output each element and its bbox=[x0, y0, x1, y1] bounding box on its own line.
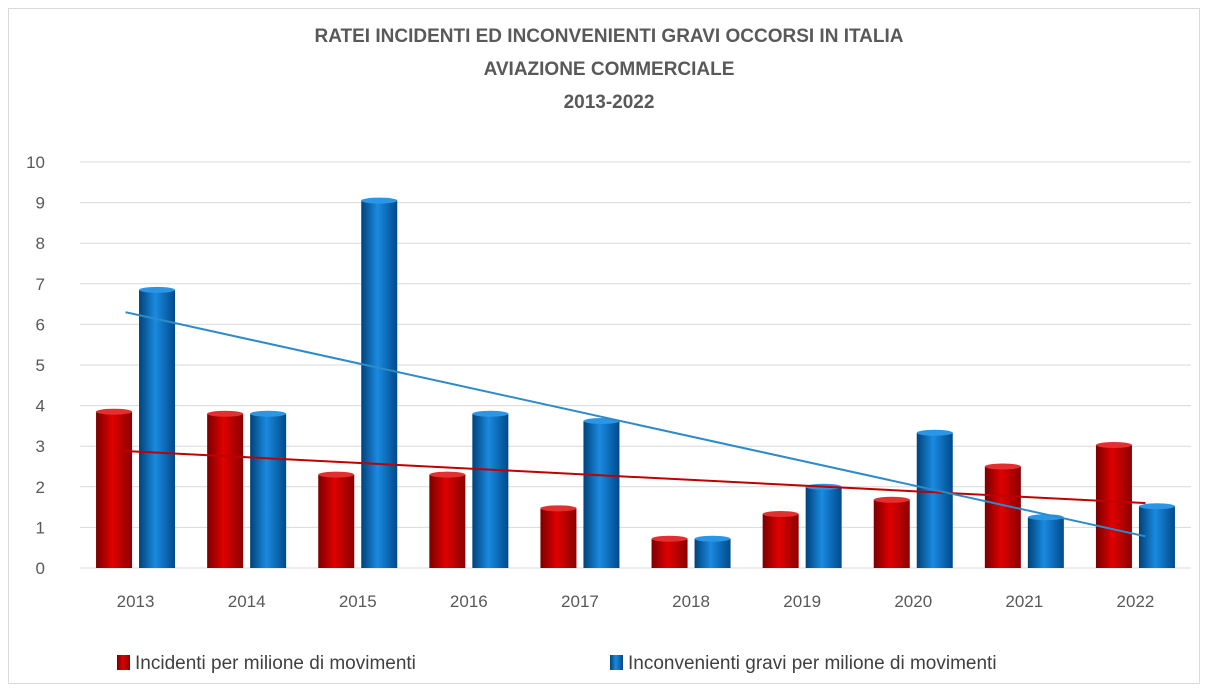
bar-inconvenienti-2020[interactable] bbox=[916, 429, 953, 568]
legend-swatch-inconvenienti bbox=[610, 655, 623, 670]
bar-body bbox=[429, 474, 466, 568]
x-tick-label-2015: 2015 bbox=[339, 592, 377, 611]
x-tick-label-2017: 2017 bbox=[561, 592, 599, 611]
bar-incidenti-2021[interactable] bbox=[984, 463, 1021, 569]
bar-body bbox=[472, 413, 509, 568]
chart-title-line-3: 2013-2022 bbox=[564, 92, 655, 113]
bar-inconvenienti-2019[interactable] bbox=[805, 483, 842, 568]
bar-incidenti-2014[interactable] bbox=[207, 410, 244, 568]
y-tick-label: 9 bbox=[36, 194, 45, 213]
chart-svg: RATEI INCIDENTI ED INCONVENIENTI GRAVI O… bbox=[26, 26, 1191, 674]
bar-body bbox=[540, 508, 577, 568]
bar-incidenti-2015[interactable] bbox=[318, 471, 355, 568]
bar-incidenti-2018[interactable] bbox=[651, 535, 688, 568]
bar-cap bbox=[762, 511, 799, 518]
bar-inconvenienti-2013[interactable] bbox=[139, 286, 176, 568]
y-tick-label: 5 bbox=[36, 356, 45, 375]
bar-body bbox=[1138, 506, 1175, 568]
x-tick-label-2013: 2013 bbox=[117, 592, 155, 611]
chart-title-line-1: RATEI INCIDENTI ED INCONVENIENTI GRAVI O… bbox=[314, 26, 903, 47]
bar-incidenti-2013[interactable] bbox=[96, 408, 133, 568]
bar-cap bbox=[651, 535, 688, 542]
y-tick-label: 6 bbox=[36, 315, 45, 334]
trendline-incidenti bbox=[125, 450, 1146, 505]
bar-cap bbox=[1095, 441, 1132, 448]
x-tick-label-2018: 2018 bbox=[672, 592, 710, 611]
trendline-inconvenienti bbox=[125, 311, 1146, 538]
x-tick-label-2014: 2014 bbox=[228, 592, 266, 611]
bar-body bbox=[984, 466, 1021, 568]
bar-cap bbox=[318, 471, 355, 478]
chart-title: RATEI INCIDENTI ED INCONVENIENTI GRAVI O… bbox=[314, 26, 903, 113]
bar-cap bbox=[429, 471, 466, 478]
bar-incidenti-2019[interactable] bbox=[762, 511, 799, 568]
legend-label-incidenti: Incidenti per milione di movimenti bbox=[135, 653, 416, 674]
bar-body bbox=[207, 413, 244, 568]
y-tick-label: 1 bbox=[36, 518, 45, 537]
y-axis-ticks: 0 1 2 3 4 5 6 7 8 9 10 bbox=[26, 153, 45, 578]
bar-inconvenienti-2017[interactable] bbox=[583, 418, 620, 568]
bar-cap bbox=[916, 429, 953, 436]
bar-inconvenienti-2016[interactable] bbox=[472, 410, 509, 568]
bar-body bbox=[916, 432, 953, 568]
bar-cap bbox=[984, 463, 1021, 470]
bar-cap bbox=[540, 505, 577, 512]
bar-body bbox=[1027, 517, 1064, 568]
bar-inconvenienti-2021[interactable] bbox=[1027, 514, 1064, 568]
legend-item-incidenti[interactable]: Incidenti per milione di movimenti bbox=[117, 653, 416, 674]
bar-body bbox=[583, 421, 620, 568]
y-tick-label: 4 bbox=[36, 397, 45, 416]
x-tick-label-2020: 2020 bbox=[894, 592, 932, 611]
x-axis-ticks: 2013 2014 2015 2016 2017 2018 2019 2020 2021 2022 bbox=[117, 592, 1155, 611]
bar-cap bbox=[207, 410, 244, 417]
y-tick-label: 7 bbox=[36, 275, 45, 294]
bar-body bbox=[694, 538, 731, 568]
bars bbox=[96, 197, 1175, 569]
y-tick-label: 0 bbox=[36, 559, 45, 578]
grid-lines bbox=[80, 161, 1191, 569]
bar-body bbox=[762, 514, 799, 568]
bar-cap bbox=[250, 410, 287, 417]
bar-body bbox=[873, 499, 910, 568]
bar-cap bbox=[361, 197, 398, 204]
bar-cap bbox=[472, 410, 509, 417]
legend-swatch-incidenti bbox=[117, 655, 130, 670]
bar-body bbox=[318, 474, 355, 568]
bar-body bbox=[250, 413, 287, 568]
bar-body bbox=[361, 200, 398, 568]
legend: Incidenti per milione di movimenti Incon… bbox=[117, 653, 997, 674]
bar-cap bbox=[1138, 503, 1175, 510]
bar-body bbox=[805, 486, 842, 568]
bar-cap bbox=[139, 286, 176, 293]
bar-incidenti-2017[interactable] bbox=[540, 505, 577, 568]
bar-incidenti-2022[interactable] bbox=[1095, 441, 1132, 568]
trendlines bbox=[125, 311, 1146, 538]
bar-cap bbox=[96, 408, 133, 415]
bar-incidenti-2020[interactable] bbox=[873, 496, 910, 568]
bar-body bbox=[1095, 444, 1132, 568]
bar-cap bbox=[873, 496, 910, 503]
y-tick-label: 2 bbox=[36, 478, 45, 497]
legend-item-inconvenienti[interactable]: Inconvenienti gravi per milione di movim… bbox=[610, 653, 997, 674]
y-tick-label: 8 bbox=[36, 234, 45, 253]
chart-title-line-2: AVIAZIONE COMMERCIALE bbox=[484, 59, 735, 80]
y-tick-label: 10 bbox=[26, 153, 45, 172]
x-tick-label-2019: 2019 bbox=[783, 592, 821, 611]
chart-frame: RATEI INCIDENTI ED INCONVENIENTI GRAVI O… bbox=[8, 8, 1200, 684]
y-tick-label: 3 bbox=[36, 437, 45, 456]
x-tick-label-2021: 2021 bbox=[1005, 592, 1043, 611]
bar-body bbox=[651, 538, 688, 568]
x-tick-label-2022: 2022 bbox=[1117, 592, 1155, 611]
bar-incidenti-2016[interactable] bbox=[429, 471, 466, 568]
x-tick-label-2016: 2016 bbox=[450, 592, 488, 611]
bar-inconvenienti-2018[interactable] bbox=[694, 535, 731, 568]
bar-inconvenienti-2014[interactable] bbox=[250, 410, 287, 568]
bar-body bbox=[96, 411, 133, 568]
bar-inconvenienti-2015[interactable] bbox=[361, 197, 398, 568]
bar-body bbox=[139, 289, 176, 568]
bar-cap bbox=[694, 535, 731, 542]
legend-label-inconvenienti: Inconvenienti gravi per milione di movim… bbox=[628, 653, 997, 674]
